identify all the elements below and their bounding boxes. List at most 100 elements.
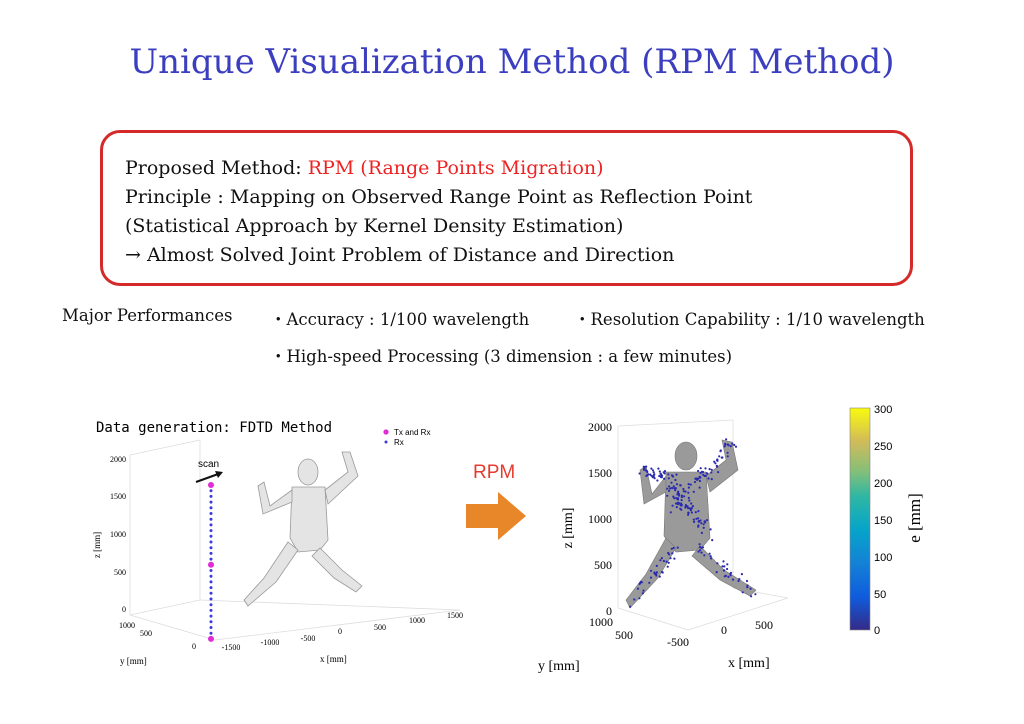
rx-antenna-marker (209, 608, 213, 612)
reconstructed-point (745, 579, 749, 583)
reconstructed-point (663, 472, 666, 475)
reconstructed-point (686, 505, 689, 508)
proposed-method-name: RPM (Range Points Migration) (307, 157, 604, 179)
reconstructed-point (697, 510, 700, 513)
tx-rx-antenna-marker (208, 482, 214, 488)
principle-line: Principle : Mapping on Observed Range Po… (125, 186, 753, 208)
reconstructed-point (738, 578, 741, 581)
rpm-arrow-icon (466, 492, 526, 540)
reconstructed-point (670, 547, 673, 550)
reconstructed-point (707, 477, 710, 480)
reconstructed-point (727, 575, 730, 578)
reconstructed-point (682, 487, 685, 491)
rx-antenna-marker (209, 546, 213, 550)
reconstructed-point (676, 491, 679, 494)
reconstructed-point (708, 468, 711, 471)
colorbar-tick: 300 (874, 404, 892, 416)
reconstructed-point (733, 443, 736, 447)
reconstructed-point (724, 443, 727, 446)
reconstructed-point (662, 559, 665, 563)
reconstructed-point (700, 522, 703, 525)
left-axes-frame (129, 439, 461, 641)
reconstructed-point (687, 486, 690, 489)
reconstructed-point (687, 511, 690, 514)
left-y-axis-label: y [mm] (120, 656, 147, 666)
reconstructed-point (658, 575, 661, 578)
reconstructed-point (720, 456, 723, 459)
reconstructed-point (673, 497, 676, 500)
reconstructed-point (719, 449, 722, 452)
accuracy-item: ・Accuracy : 1/100 wavelength (270, 310, 530, 329)
reconstructed-point (657, 467, 660, 470)
reconstructed-point (729, 574, 732, 577)
reconstructed-point (684, 490, 687, 493)
reconstructed-point (688, 499, 691, 502)
reconstructed-point (645, 469, 648, 472)
antenna-array (208, 482, 214, 642)
reconstructed-point (698, 546, 702, 549)
right-x-tick: 500 (755, 618, 773, 632)
left-x-tick: -1000 (261, 638, 280, 647)
reconstructed-point (645, 474, 648, 478)
reconstructed-point (688, 507, 691, 510)
reconstructed-point (710, 468, 713, 471)
rx-antenna-marker (209, 620, 213, 624)
reconstructed-point (717, 471, 720, 474)
reconstructed-points (629, 438, 757, 608)
reconstructed-point (694, 477, 697, 480)
reconstructed-point (705, 519, 709, 522)
reconstructed-point (716, 562, 719, 565)
reconstructed-point (723, 445, 726, 448)
reconstructed-point (669, 511, 672, 514)
reconstructed-point (672, 546, 675, 550)
reconstructed-point (672, 475, 675, 478)
left-x-axis-label: x [mm] (320, 654, 347, 664)
reconstructed-point (693, 520, 696, 523)
reconstructed-point (675, 483, 679, 486)
right-z-tick: 1500 (588, 466, 612, 480)
reconstructed-point (663, 477, 666, 480)
reconstructed-point (721, 565, 724, 568)
fdtd-scene-plot: Data generation: FDTD Method Tx and Rx R… (92, 420, 463, 666)
reconstructed-point (741, 591, 744, 594)
reconstructed-point (710, 478, 713, 481)
rx-antenna-marker (209, 597, 213, 601)
reconstructed-point (703, 554, 706, 557)
reconstructed-point (726, 455, 729, 458)
reconstructed-point (680, 499, 683, 502)
rx-antenna-marker (209, 557, 213, 561)
reconstructed-point (691, 505, 694, 508)
result-line: → Almost Solved Joint Problem of Distanc… (125, 244, 675, 266)
reconstructed-point (701, 546, 704, 549)
method-summary-box: Proposed Method: RPM (Range Points Migra… (100, 130, 913, 286)
reconstructed-point (718, 455, 721, 458)
right-z-axis-label: z [mm] (561, 508, 576, 549)
reconstructed-point (675, 506, 678, 509)
reconstructed-point (676, 493, 679, 496)
reconstructed-point (683, 495, 686, 498)
reconstructed-point (715, 571, 718, 574)
reconstructed-point (710, 471, 713, 474)
reconstructed-point (734, 445, 738, 448)
reconstructed-point (668, 553, 671, 556)
reconstructed-point (692, 490, 695, 493)
reconstructed-point (687, 483, 690, 486)
left-y-tick: 500 (140, 629, 152, 638)
reconstructed-point (642, 589, 645, 592)
reconstructed-point (673, 557, 676, 560)
rx-antenna-marker (209, 534, 213, 538)
reconstructed-point (653, 477, 656, 480)
left-z-tick: 1000 (110, 530, 126, 539)
reconstructed-point (667, 473, 670, 476)
reconstructed-point (729, 445, 732, 448)
reconstructed-point (699, 476, 702, 479)
colorbar-tick: 250 (874, 441, 892, 453)
speed-item: ・High-speed Processing (3 dimension : a … (270, 347, 733, 366)
tx-rx-antenna-marker (208, 561, 214, 568)
reconstructed-point (652, 471, 655, 474)
reconstructed-point (671, 504, 674, 507)
reconstructed-point (716, 465, 719, 468)
reconstructed-point (641, 592, 644, 595)
legend-tx-label: Tx and Rx (394, 428, 430, 437)
rx-antenna-marker (209, 591, 213, 595)
